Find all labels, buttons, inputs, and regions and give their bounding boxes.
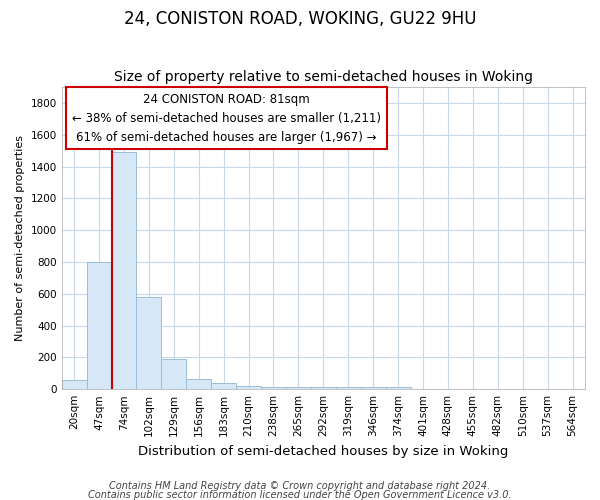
Bar bbox=[311, 386, 336, 389]
Text: 24 CONISTON ROAD: 81sqm
← 38% of semi-detached houses are smaller (1,211)
61% of: 24 CONISTON ROAD: 81sqm ← 38% of semi-de… bbox=[71, 92, 380, 144]
Bar bbox=[112, 152, 136, 389]
Text: 24, CONISTON ROAD, WOKING, GU22 9HU: 24, CONISTON ROAD, WOKING, GU22 9HU bbox=[124, 10, 476, 28]
Bar bbox=[336, 386, 361, 389]
Text: Contains HM Land Registry data © Crown copyright and database right 2024.: Contains HM Land Registry data © Crown c… bbox=[109, 481, 491, 491]
Bar bbox=[236, 386, 261, 389]
Bar bbox=[361, 386, 386, 389]
X-axis label: Distribution of semi-detached houses by size in Woking: Distribution of semi-detached houses by … bbox=[138, 444, 509, 458]
Bar bbox=[86, 262, 112, 389]
Y-axis label: Number of semi-detached properties: Number of semi-detached properties bbox=[15, 135, 25, 341]
Bar bbox=[211, 382, 236, 389]
Bar bbox=[186, 379, 211, 389]
Text: Contains public sector information licensed under the Open Government Licence v3: Contains public sector information licen… bbox=[88, 490, 512, 500]
Bar bbox=[386, 387, 410, 389]
Bar bbox=[161, 358, 186, 389]
Title: Size of property relative to semi-detached houses in Woking: Size of property relative to semi-detach… bbox=[114, 70, 533, 85]
Bar bbox=[62, 380, 86, 389]
Bar bbox=[261, 386, 286, 389]
Bar bbox=[286, 386, 311, 389]
Bar bbox=[136, 298, 161, 389]
